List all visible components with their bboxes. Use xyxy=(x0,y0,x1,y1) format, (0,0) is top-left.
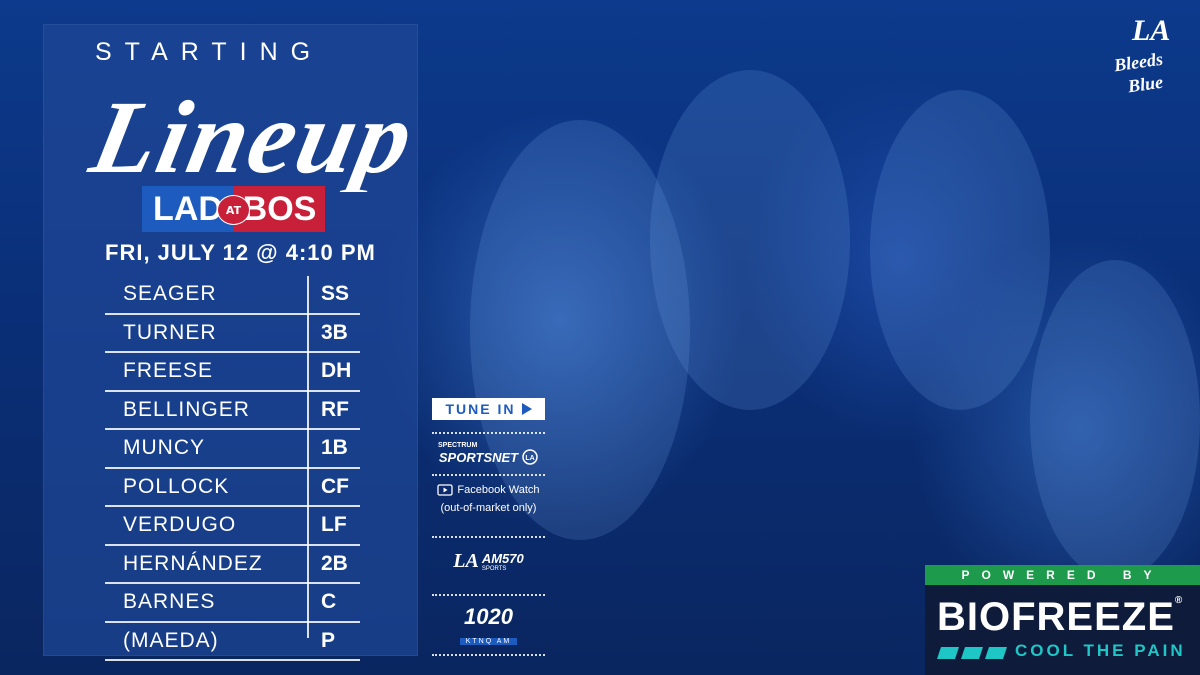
tune-in-separator xyxy=(432,474,545,476)
lineup-script-text: Lineup xyxy=(81,79,410,192)
facebook-watch-listing: Facebook Watch (out-of-market only) xyxy=(432,484,545,528)
lineup-row: POLLOCK CF xyxy=(105,469,360,507)
lineup-row: MUNCY 1B xyxy=(105,430,360,469)
play-arrow-icon xyxy=(521,403,532,415)
background-player-silhouette xyxy=(470,120,690,540)
player-name: (MAEDA) xyxy=(123,628,219,652)
starting-heading: STARTING xyxy=(95,38,324,66)
player-position: LF xyxy=(321,513,347,536)
lineup-script-title: Lineup xyxy=(81,79,410,192)
player-name: BARNES xyxy=(123,590,216,613)
player-name: TURNER xyxy=(123,320,217,344)
am570-text: AM570 xyxy=(481,551,524,566)
biofreeze-wordmark: BIOFREEZE® xyxy=(937,595,1183,640)
am570-logo: LA AM570 SPORTS xyxy=(432,550,545,582)
background-player-silhouette xyxy=(1030,260,1200,580)
spectrum-sportsnet-logo: SPECTRUM SPORTSNET LA xyxy=(432,442,545,468)
tune-in-separator xyxy=(432,536,545,538)
la-logo-mark: LA xyxy=(453,550,479,572)
lineup-row: (MAEDA) P xyxy=(105,623,360,661)
radio-1020-text: 1020 xyxy=(464,604,513,629)
biofreeze-tagline: COOL THE PAIN xyxy=(1015,641,1186,660)
powered-by-banner: POWERED BY xyxy=(925,565,1200,585)
blue-script: Blue xyxy=(1126,71,1165,97)
facebook-watch-text: Facebook Watch xyxy=(457,484,540,496)
player-position: P xyxy=(321,628,336,652)
lineup-row: BELLINGER RF xyxy=(105,392,360,430)
player-position: RF xyxy=(321,397,349,421)
player-position: 2B xyxy=(321,551,348,575)
am570-sports-text: SPORTS xyxy=(481,566,507,572)
player-name: FREESE xyxy=(123,359,214,382)
tune-in-separator xyxy=(432,594,545,596)
player-position: SS xyxy=(321,282,350,305)
lineup-row: BARNES C xyxy=(105,584,360,623)
lineup-row: TURNER 3B xyxy=(105,315,360,353)
player-name: MUNCY xyxy=(123,436,205,459)
at-badge: AT xyxy=(217,195,250,225)
game-datetime: FRI, JULY 12 @ 4:10 PM xyxy=(105,240,376,265)
svg-text:LA: LA xyxy=(525,455,534,462)
player-position: CF xyxy=(321,474,349,498)
tune-in-separator xyxy=(432,432,545,434)
tune-in-separator xyxy=(432,654,545,656)
player-name: VERDUGO xyxy=(123,513,237,536)
biofreeze-name: BIOFREEZE xyxy=(937,595,1175,639)
player-name: POLLOCK xyxy=(123,474,230,498)
tune-in-text: TUNE IN xyxy=(445,401,516,417)
lineup-row: SEAGER SS xyxy=(105,276,360,315)
player-name: SEAGER xyxy=(123,282,217,305)
lineup-row: VERDUGO LF xyxy=(105,507,360,546)
player-name: BELLINGER xyxy=(123,397,250,421)
matchup-banner: LAD BOS AT xyxy=(142,186,325,232)
facebook-watch-icon xyxy=(437,484,454,496)
biofreeze-stripes-icon xyxy=(937,647,1007,659)
spectrum-top-text: SPECTRUM xyxy=(438,442,478,449)
la-circle-icon: LA xyxy=(522,449,538,465)
player-position: DH xyxy=(321,359,352,382)
lineup-row: FREESE DH xyxy=(105,353,360,392)
out-of-market-note: (out-of-market only) xyxy=(440,502,537,514)
sportsnet-text: SPORTSNET xyxy=(438,449,519,465)
la-bleeds-blue-logo: LA Bleeds Blue xyxy=(1110,14,1190,104)
player-position: C xyxy=(321,590,337,613)
background-player-silhouette xyxy=(650,70,850,410)
player-position: 1B xyxy=(321,436,348,459)
la-mark: LA xyxy=(1132,14,1171,47)
tune-in-label: TUNE IN xyxy=(432,398,545,420)
lineup-row: HERNÁNDEZ 2B xyxy=(105,546,360,584)
ktnq-text: KTNQ AM xyxy=(459,638,518,645)
lineup-table: SEAGER SS TURNER 3B FREESE DH BELLINGER RF MUNCY… xyxy=(105,276,360,661)
player-name: HERNÁNDEZ xyxy=(123,551,263,575)
biofreeze-sponsor-block: BIOFREEZE® COOL THE PAIN xyxy=(925,585,1200,675)
registered-mark: ® xyxy=(1174,595,1184,606)
lineup-panel xyxy=(43,24,418,656)
radio-1020-logo: 1020 KTNQ AM xyxy=(432,604,545,645)
lineup-column-divider xyxy=(307,276,309,638)
background-player-silhouette xyxy=(870,90,1050,410)
player-position: 3B xyxy=(321,320,348,344)
